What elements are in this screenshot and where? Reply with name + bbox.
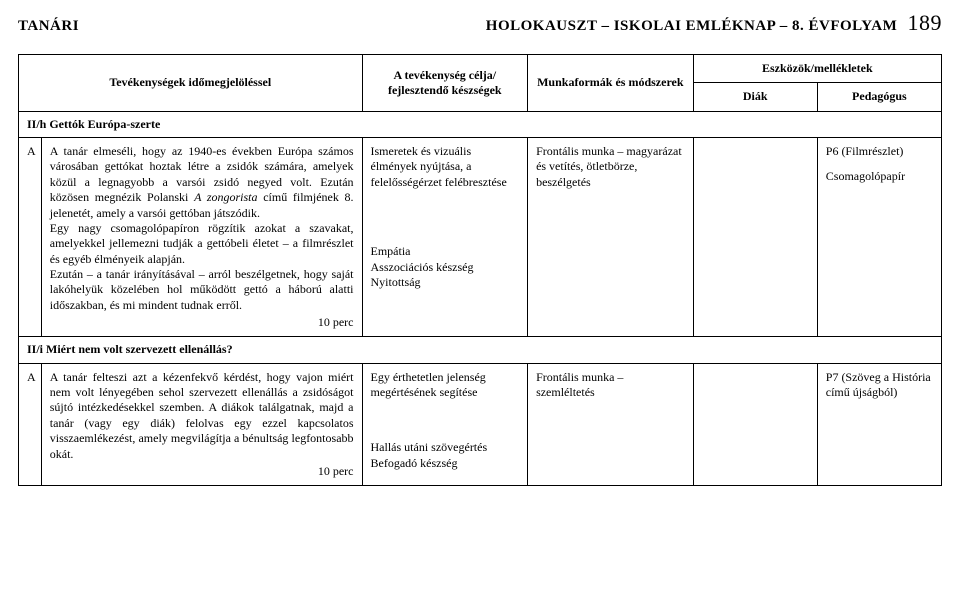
th-goal: A tevékenység célja/ fejlesztendő készsé… [362,55,528,112]
section-row-1: II/h Gettók Európa-szerte [19,111,942,137]
row1-a: A [19,138,42,337]
row1-activity: A tanár elmeséli, hogy az 1940-es évekbe… [41,138,362,337]
row2-activity: A tanár felteszi azt a kézenfekvő kérdés… [41,363,362,486]
header-right-title: HOLOKAUSZT – ISKOLAI EMLÉKNAP – 8. ÉVFOL… [486,18,897,34]
row1-activity-p1-ital: A zongorista [194,190,257,204]
row1-goal-p2: Empátia [371,244,520,259]
row1-goal-p1: Ismeretek és vizuális élmények nyújtása,… [371,144,520,190]
row1-diak [693,138,817,337]
row2-a: A [19,363,42,486]
row1-goal: Ismeretek és vizuális élmények nyújtása,… [362,138,528,337]
row2-goal-p1: Egy érthetetlen jelenség megértésének se… [371,370,520,401]
row2-activity-text: A tanár felteszi azt a kézenfekvő kérdés… [50,370,354,461]
header-right: HOLOKAUSZT – ISKOLAI EMLÉKNAP – 8. ÉVFOL… [486,10,942,36]
th-tools: Eszközök/mellékletek [693,55,941,83]
row2-goal-p3: Befogadó készség [371,456,520,471]
row2-ped: P7 (Szöveg a História című újságból) [817,363,941,486]
header-left: TANÁRI [18,18,79,35]
th-activities: Tevékenységek időmegjelöléssel [19,55,363,112]
row2-goal-p2: Hallás utáni szövegértés [371,440,520,455]
th-method: Munkaformák és módszerek [528,55,694,112]
section-1-cell: II/h Gettók Európa-szerte [19,111,942,137]
row1-activity-p3: Ezután – a tanár irányításával – arról b… [50,267,354,313]
th-diak: Diák [693,83,817,111]
section-row-2: II/i Miért nem volt szervezett ellenállá… [19,337,942,363]
section-2-cell: II/i Miért nem volt szervezett ellenállá… [19,337,942,363]
row1-method: Frontális munka – magyarázat és vetítés,… [528,138,694,337]
row1-ped-p2: Csomagolópapír [826,169,933,184]
page-number: 189 [908,10,943,35]
row2-goal: Egy érthetetlen jelenség megértésének se… [362,363,528,486]
page-header: TANÁRI HOLOKAUSZT – ISKOLAI EMLÉKNAP – 8… [0,0,960,42]
row2-time: 10 perc [50,464,354,479]
row1-goal-p4: Nyitottság [371,275,520,290]
section-2-label: II/i Miért nem volt szervezett ellenállá… [27,342,233,356]
lesson-plan-table: Tevékenységek időmegjelöléssel A tevéken… [18,54,942,486]
table-row: A A tanár elmeséli, hogy az 1940-es évek… [19,138,942,337]
th-pedagogus: Pedagógus [817,83,941,111]
row1-ped: P6 (Filmrészlet) Csomagolópapír [817,138,941,337]
table-row: A A tanár felteszi azt a kézenfekvő kérd… [19,363,942,486]
row1-time: 10 perc [50,315,354,330]
section-1-label: II/h Gettók Európa-szerte [27,117,160,131]
row1-activity-p2: Egy nagy csomagolópapíron rögzítik azoka… [50,221,354,267]
table-container: Tevékenységek időmegjelöléssel A tevéken… [0,42,960,486]
row1-ped-p1: P6 (Filmrészlet) [826,144,933,159]
row1-goal-p3: Asszociációs készség [371,260,520,275]
row2-diak [693,363,817,486]
row2-method: Frontális munka – szemléltetés [528,363,694,486]
